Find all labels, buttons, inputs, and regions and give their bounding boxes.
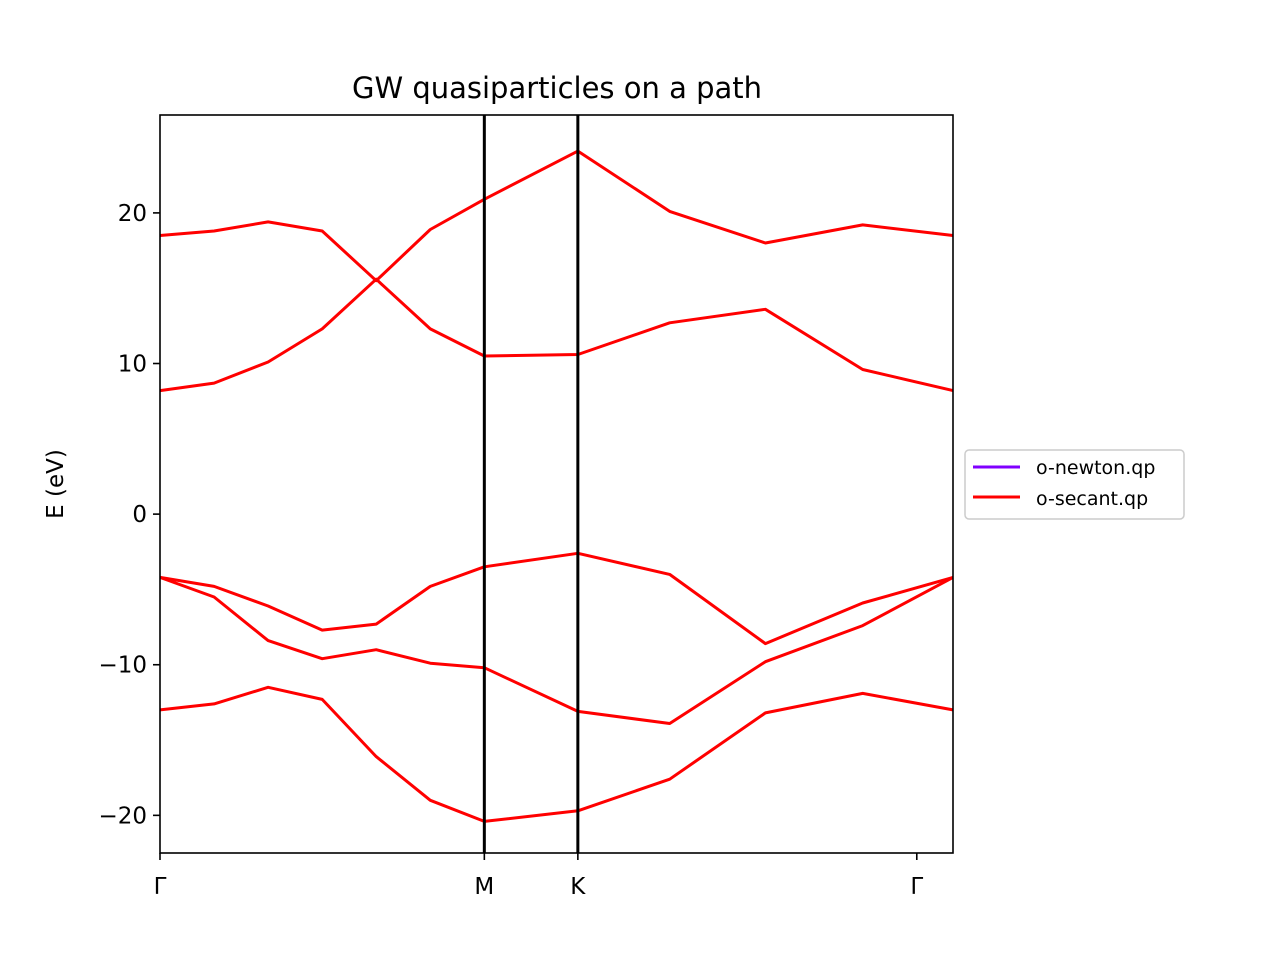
y-tick-label-4: 20 (118, 201, 147, 227)
axes-frame (159, 114, 954, 854)
band-line-o-secant-qp-4 (159, 149, 954, 283)
y-axis-label: E (eV) (43, 449, 69, 519)
legend-label-o-newton: o-newton.qp (1036, 457, 1155, 479)
x-tick-label-1: M (474, 874, 494, 900)
axes: −20 −10 0 10 20 Γ M K Γ (98, 114, 954, 900)
band-line-o-secant-qp-0 (159, 685, 954, 823)
y-tick-label-1: −10 (98, 653, 147, 679)
plot-area (159, 149, 954, 823)
y-tick-label-0: −20 (98, 803, 147, 829)
y-tick-label-3: 10 (118, 352, 147, 378)
chart-title: GW quasiparticles on a path (352, 71, 762, 105)
legend-label-o-secant: o-secant.qp (1036, 488, 1148, 510)
x-tick-label-2: K (570, 874, 586, 900)
band-line-o-secant-qp-3 (159, 277, 954, 393)
x-tick-label-3: Γ (910, 874, 923, 900)
legend: o-newton.qp o-secant.qp (964, 449, 1185, 520)
band-line-o-secant-qp-2 (159, 551, 954, 646)
y-tick-label-2: 0 (132, 502, 147, 528)
x-tick-label-0: Γ (154, 874, 167, 900)
band-line-o-secant-qp-1 (159, 575, 954, 725)
